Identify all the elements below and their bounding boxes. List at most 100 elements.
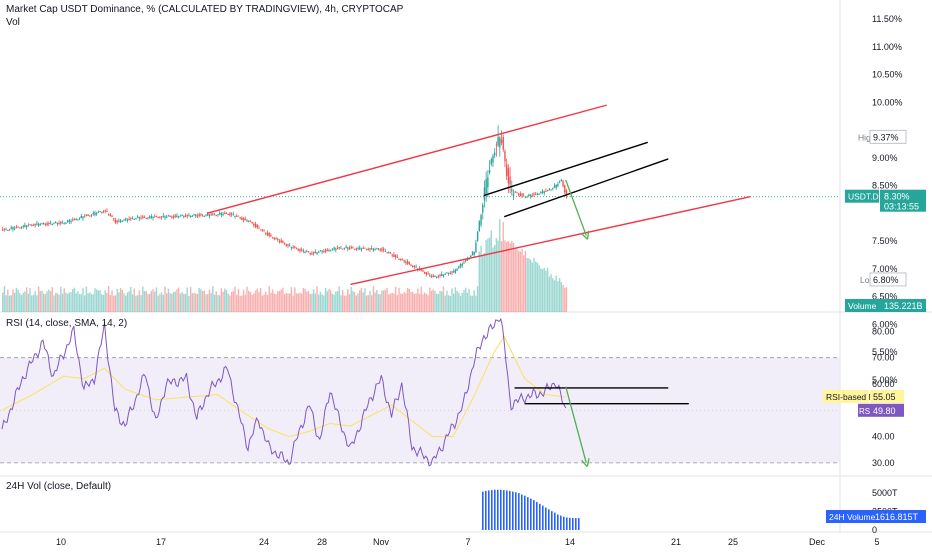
candle-body — [482, 204, 484, 213]
rsi-value: 49.80 — [873, 406, 896, 416]
vol24-bar — [542, 505, 544, 530]
candle-body — [410, 264, 412, 266]
candle-body — [186, 214, 188, 217]
volume-bar — [338, 286, 340, 312]
volume-bar — [17, 289, 19, 312]
time-tick-label: 5 — [874, 537, 879, 547]
projection-arrow[interactable] — [565, 179, 587, 236]
candle-body — [487, 177, 489, 188]
rsi-tag-bg — [858, 403, 870, 417]
volume-bar — [136, 295, 139, 312]
channel-upper-line[interactable] — [206, 104, 607, 215]
volume-bar — [135, 295, 137, 312]
volume-bar — [463, 290, 465, 312]
rsi-tick-label: 70.00 — [872, 353, 895, 363]
volume-bar — [283, 294, 286, 312]
volume-bar — [169, 293, 171, 312]
volume-bar — [427, 295, 429, 312]
volume-bar — [215, 291, 217, 312]
candle-body — [237, 215, 240, 217]
price-tick-label: 7.50% — [872, 236, 898, 246]
volume-overlay-label: Vol — [6, 17, 20, 28]
price-tick-label: 11.50% — [872, 14, 902, 24]
candle-body — [558, 181, 561, 183]
candle-body — [249, 220, 252, 222]
volume-bar — [441, 291, 443, 312]
volume-bar — [314, 293, 317, 312]
volume-bar — [51, 287, 53, 312]
candle-body — [56, 222, 59, 224]
volume-bar — [77, 291, 79, 312]
candle-body — [263, 230, 265, 232]
volume-tag-value: 135.221B — [884, 301, 923, 311]
candle-body — [236, 215, 238, 217]
volume-bar — [364, 288, 366, 312]
candle-body — [394, 254, 397, 258]
volume-bar — [150, 290, 153, 312]
candle-body — [172, 215, 175, 218]
candle-body — [29, 224, 31, 226]
candle-body — [97, 212, 100, 214]
volume-bar — [239, 295, 241, 312]
flag-upper-trendline[interactable] — [483, 141, 648, 197]
volume-bar — [464, 287, 467, 312]
rsi-tick-label: 60.00 — [872, 379, 895, 389]
channel-lower-line[interactable] — [350, 196, 751, 286]
volume-bar — [177, 287, 180, 312]
volume-bar — [444, 295, 446, 312]
vol24-bar — [539, 503, 541, 530]
high-marker-label: High — [858, 132, 876, 142]
volume-bar — [25, 287, 28, 312]
volume-bar — [220, 288, 223, 312]
volume-bar — [113, 295, 115, 312]
candle-body — [246, 220, 248, 222]
volume-bar — [504, 240, 506, 312]
volume-bar — [384, 289, 387, 312]
candle-body — [53, 223, 55, 225]
volume-bar — [147, 294, 149, 312]
candle-body — [492, 155, 494, 163]
vol24-bar — [551, 511, 553, 530]
candle-body — [32, 224, 35, 226]
rsi-projection-arrow[interactable] — [565, 386, 587, 463]
volume-bar — [415, 293, 417, 312]
volume-bar — [61, 293, 64, 312]
volume-bar — [236, 294, 238, 312]
volume-bar — [389, 293, 392, 312]
volume-bar — [328, 288, 330, 312]
candle-body — [155, 215, 158, 217]
volume-bar — [109, 294, 112, 312]
rsi-tick-label: 80.00 — [872, 326, 895, 336]
volume-bar — [490, 230, 492, 312]
volume-bar — [85, 286, 88, 312]
candle-body — [15, 226, 18, 228]
price-tick-label: 6.00% — [872, 319, 898, 329]
price-tick-label: 9.00% — [872, 153, 898, 163]
candle-body — [357, 247, 359, 249]
candle-body — [523, 195, 525, 197]
candle-body — [294, 246, 296, 248]
candle-body — [536, 193, 539, 195]
candle-body — [213, 214, 216, 216]
candle-body — [540, 191, 542, 193]
candle-body — [369, 248, 371, 250]
volume-bar — [36, 295, 38, 312]
volume-bar — [253, 293, 255, 312]
volume-bar — [319, 291, 322, 312]
volume-bar — [500, 241, 503, 312]
candle-body — [427, 273, 429, 275]
time-tick-label: 28 — [317, 537, 327, 547]
candle-body — [348, 248, 351, 250]
volume-bar — [133, 288, 135, 312]
volume-bar — [116, 288, 118, 312]
candle-body — [254, 223, 257, 228]
candle-body — [20, 227, 23, 229]
volume-bar — [331, 293, 334, 312]
volume-bar — [309, 294, 311, 312]
candle-body — [458, 265, 460, 268]
flag-lower-trendline[interactable] — [504, 158, 669, 218]
candle-body — [19, 227, 21, 229]
candle-body — [364, 247, 366, 249]
volume-bar — [529, 259, 532, 312]
